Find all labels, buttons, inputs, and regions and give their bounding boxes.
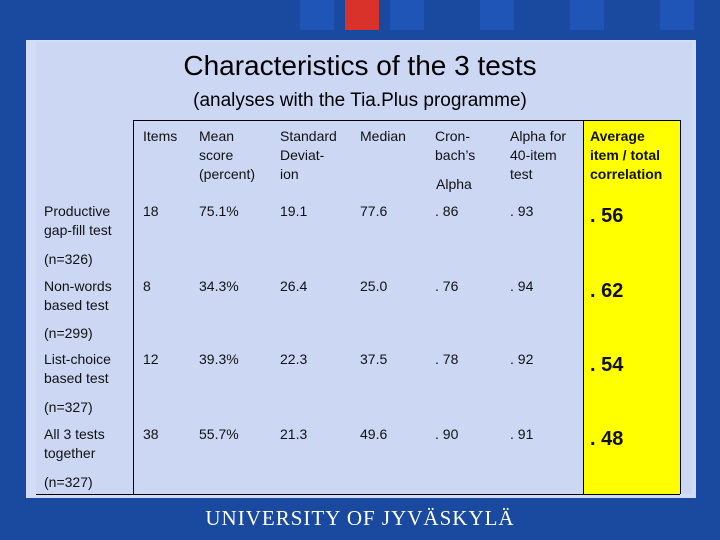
row-name-line2: based test (44, 370, 109, 386)
slide-subtitle: (analyses with the Tia.Plus programme) (193, 90, 527, 111)
decor-square (300, 0, 334, 30)
cell-mean: 39.3% (199, 351, 239, 367)
cell-items: 8 (143, 278, 151, 294)
header-alpha40-line1: Alpha for (510, 128, 567, 144)
decor-square (390, 0, 424, 30)
header-corr-line2: item / total (590, 147, 661, 163)
slide-title: Characteristics of the 3 tests (183, 50, 537, 81)
table-border-bottom (36, 494, 680, 495)
header-std-line2: Deviat- (280, 147, 325, 163)
cell-alpha40: . 94 (510, 278, 534, 294)
cell-mean: 55.7% (199, 426, 239, 442)
header-alpha40-line2: 40-item (510, 147, 557, 163)
row-name-line1: Productive (44, 203, 111, 219)
cell-mean: 34.3% (199, 278, 239, 294)
header-items: Items (143, 128, 178, 144)
cell-correlation: . 62 (590, 280, 624, 302)
row-sample-size: (n=326) (44, 251, 93, 267)
header-corr-line1: Average (590, 128, 645, 144)
table-divider (583, 120, 584, 494)
cell-mean: 75.1% (199, 203, 239, 219)
header-mean-line2: score (199, 147, 234, 163)
cell-median: 77.6 (360, 203, 388, 219)
decor-square (660, 0, 694, 30)
table-border-right (680, 120, 681, 494)
cell-median: 37.5 (360, 351, 388, 367)
cell-alpha40: . 93 (510, 203, 534, 219)
row-sample-size: (n=327) (44, 399, 93, 415)
row-name-line1: List-choice (44, 351, 111, 367)
header-corr-line3: correlation (590, 166, 663, 182)
cell-correlation: . 48 (590, 428, 624, 450)
cell-correlation: . 56 (590, 205, 624, 227)
cell-median: 25.0 (360, 278, 388, 294)
cell-items: 18 (143, 203, 159, 219)
row-name-line1: Non-words (44, 278, 112, 294)
cell-std: 19.1 (280, 203, 308, 219)
header-std-line3: ion (280, 166, 299, 182)
cell-alpha40: . 91 (510, 426, 534, 442)
cell-items: 38 (143, 426, 159, 442)
cell-cronbach: . 86 (435, 203, 459, 219)
header-median: Median (360, 128, 406, 144)
cell-cronbach: . 90 (435, 426, 459, 442)
university-logo-text: UNIVERSITY OF JYVÄSKYLÄ (205, 506, 515, 530)
header-mean-line1: Mean (199, 128, 235, 144)
row-sample-size: (n=327) (44, 474, 93, 490)
cell-items: 12 (143, 351, 159, 367)
row-sample-size: (n=299) (44, 325, 93, 341)
header-alpha40-line3: test (510, 166, 533, 182)
table-divider (133, 120, 134, 494)
header-mean-line3: (percent) (199, 166, 256, 182)
cell-alpha40: . 92 (510, 351, 534, 367)
table-border-top (133, 120, 680, 121)
row-name-line2: gap-fill test (44, 222, 112, 238)
header-cronbach-line2: bach’s (435, 147, 476, 163)
cell-std: 26.4 (280, 278, 308, 294)
header-cronbach-line3: Alpha (436, 176, 472, 192)
row-name-line1: All 3 tests (44, 426, 105, 442)
cell-correlation: . 54 (590, 354, 624, 376)
row-name-line2: based test (44, 297, 109, 313)
decor-square (480, 0, 514, 30)
cell-cronbach: . 76 (435, 278, 459, 294)
highlight-column (583, 120, 680, 494)
header-cronbach-line1: Cron- (435, 128, 471, 144)
header-std-line1: Standard (280, 128, 337, 144)
decor-square-red (345, 0, 379, 30)
cell-std: 21.3 (280, 426, 308, 442)
cell-std: 22.3 (280, 351, 308, 367)
slide-panel (36, 42, 692, 494)
cell-median: 49.6 (360, 426, 388, 442)
cell-cronbach: . 78 (435, 351, 459, 367)
row-name-line2: together (44, 445, 96, 461)
decor-square (570, 0, 604, 30)
